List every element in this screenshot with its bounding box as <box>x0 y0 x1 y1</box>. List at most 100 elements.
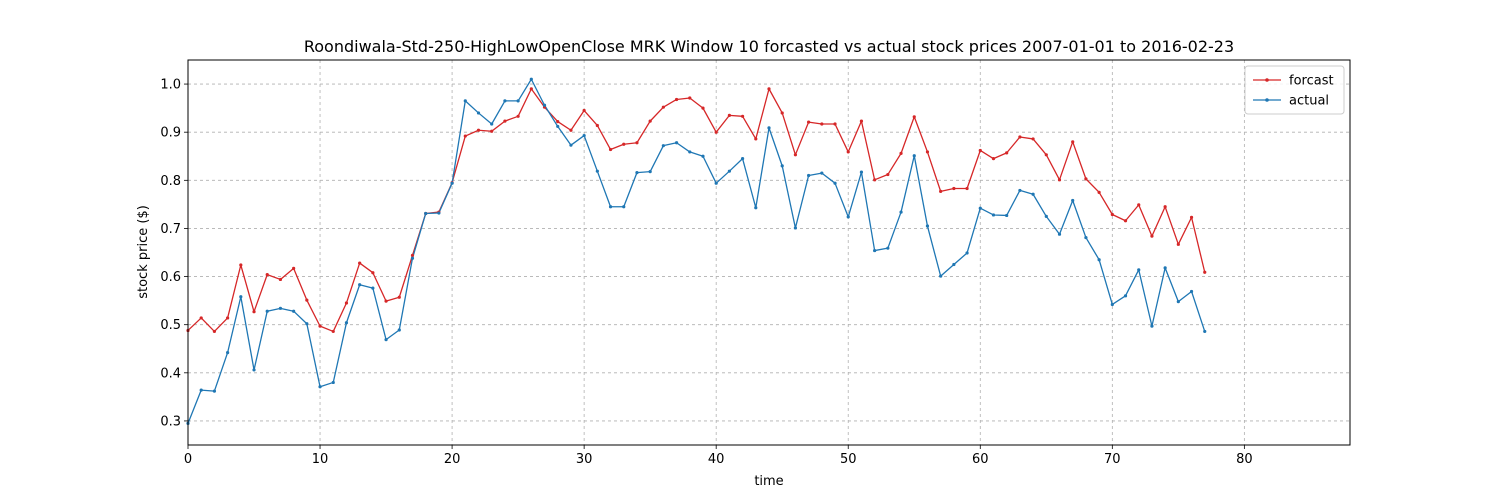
data-point-actual <box>1110 302 1114 307</box>
data-point-actual <box>661 144 665 148</box>
data-point-actual <box>1018 188 1022 193</box>
data-point-actual <box>635 171 639 175</box>
legend-label-forcast: forcast <box>1289 74 1334 89</box>
data-point-actual <box>252 368 256 372</box>
data-point-actual <box>1137 268 1141 272</box>
data-point-forcast <box>688 96 692 100</box>
data-point-forcast <box>265 273 269 277</box>
data-point-actual <box>595 169 599 173</box>
data-point-actual <box>701 154 705 158</box>
data-point-forcast <box>754 137 758 141</box>
data-point-forcast <box>661 105 665 109</box>
y-axis: 0.3 0.4 0.5 0.6 0.7 0.8 0.9 1.0 <box>160 78 188 429</box>
data-point-forcast <box>939 189 943 193</box>
data-point-forcast <box>1110 212 1114 217</box>
legend: forcast actual <box>1244 65 1345 115</box>
y-tick-label: 0.3 <box>160 414 181 429</box>
data-point-forcast <box>397 295 401 299</box>
data-point-forcast <box>556 120 560 124</box>
y-tick-label: 0.8 <box>160 174 181 189</box>
data-point-forcast <box>833 122 837 126</box>
data-point-forcast <box>226 316 230 320</box>
data-point-forcast <box>1137 203 1141 207</box>
series-points <box>186 77 1207 425</box>
x-tick-label: 80 <box>1236 452 1253 467</box>
data-point-forcast <box>344 301 349 305</box>
series-lines <box>187 78 1206 424</box>
data-point-forcast <box>569 128 573 132</box>
data-point-forcast <box>463 134 467 138</box>
data-point-forcast <box>978 148 982 153</box>
data-point-actual <box>278 306 283 310</box>
legend-marker-actual <box>1265 98 1269 102</box>
y-tick-label: 0.4 <box>160 366 181 381</box>
data-point-forcast <box>740 114 745 118</box>
data-point-forcast <box>1176 242 1180 246</box>
data-point-forcast <box>714 130 718 134</box>
legend-label-actual: actual <box>1289 94 1329 109</box>
data-point-forcast <box>886 172 890 177</box>
data-point-forcast <box>807 120 811 124</box>
data-point-actual <box>582 133 586 138</box>
data-point-forcast <box>1071 140 1075 144</box>
data-point-forcast <box>622 142 626 146</box>
data-point-forcast <box>1044 153 1048 157</box>
data-point-forcast <box>965 186 969 191</box>
x-axis: 0 10 20 30 40 50 60 70 80 <box>184 445 1253 467</box>
data-point-actual <box>1044 214 1048 219</box>
grid <box>187 60 1350 445</box>
data-point-actual <box>384 338 388 342</box>
data-point-actual <box>846 215 850 219</box>
data-point-forcast <box>701 106 705 110</box>
data-point-actual <box>740 157 745 161</box>
y-tick-label: 0.6 <box>160 270 181 285</box>
data-point-actual <box>1163 266 1167 270</box>
data-point-actual <box>1071 198 1075 203</box>
data-point-actual <box>476 111 481 115</box>
series-line-actual <box>187 78 1206 424</box>
data-point-actual <box>1097 258 1101 262</box>
data-point-actual <box>1057 232 1062 236</box>
x-tick-label: 60 <box>972 452 989 467</box>
data-point-actual <box>463 99 467 103</box>
data-point-actual <box>490 122 494 126</box>
x-tick-label: 20 <box>444 452 461 467</box>
data-point-forcast <box>780 111 784 115</box>
data-point-actual <box>952 262 956 267</box>
data-point-forcast <box>1203 270 1207 274</box>
data-point-forcast <box>503 119 507 123</box>
data-point-actual <box>1005 213 1009 218</box>
data-point-actual <box>1150 324 1154 328</box>
data-point-actual <box>767 126 771 130</box>
data-point-actual <box>542 103 547 107</box>
data-point-forcast <box>727 113 731 117</box>
data-point-actual <box>925 224 930 228</box>
data-point-forcast <box>331 329 335 334</box>
data-point-forcast <box>1163 205 1167 209</box>
data-point-actual <box>622 205 626 209</box>
data-point-actual <box>674 141 679 145</box>
data-point-actual <box>1189 289 1194 294</box>
data-point-actual <box>503 99 507 103</box>
data-point-actual <box>899 210 903 214</box>
data-point-forcast <box>199 316 203 320</box>
data-point-forcast <box>1097 190 1101 194</box>
y-tick-label: 1.0 <box>160 78 181 93</box>
data-point-actual <box>437 211 441 215</box>
data-point-forcast <box>635 141 639 145</box>
legend-box <box>1244 65 1345 115</box>
chart-title: Roondiwala-Std-250-HighLowOpenClose MRK … <box>304 37 1234 56</box>
x-tick-label: 0 <box>184 452 192 467</box>
data-point-forcast <box>952 186 956 191</box>
data-point-actual <box>688 150 692 154</box>
data-point-actual <box>516 99 520 103</box>
y-axis-label: stock price ($) <box>136 205 151 299</box>
data-point-actual <box>226 351 230 355</box>
data-point-forcast <box>1005 151 1009 155</box>
data-point-actual <box>991 213 996 217</box>
data-point-forcast <box>873 178 877 182</box>
data-point-forcast <box>1189 215 1194 219</box>
data-point-actual <box>199 388 203 392</box>
data-point-actual <box>424 211 428 216</box>
data-point-actual <box>331 380 335 385</box>
